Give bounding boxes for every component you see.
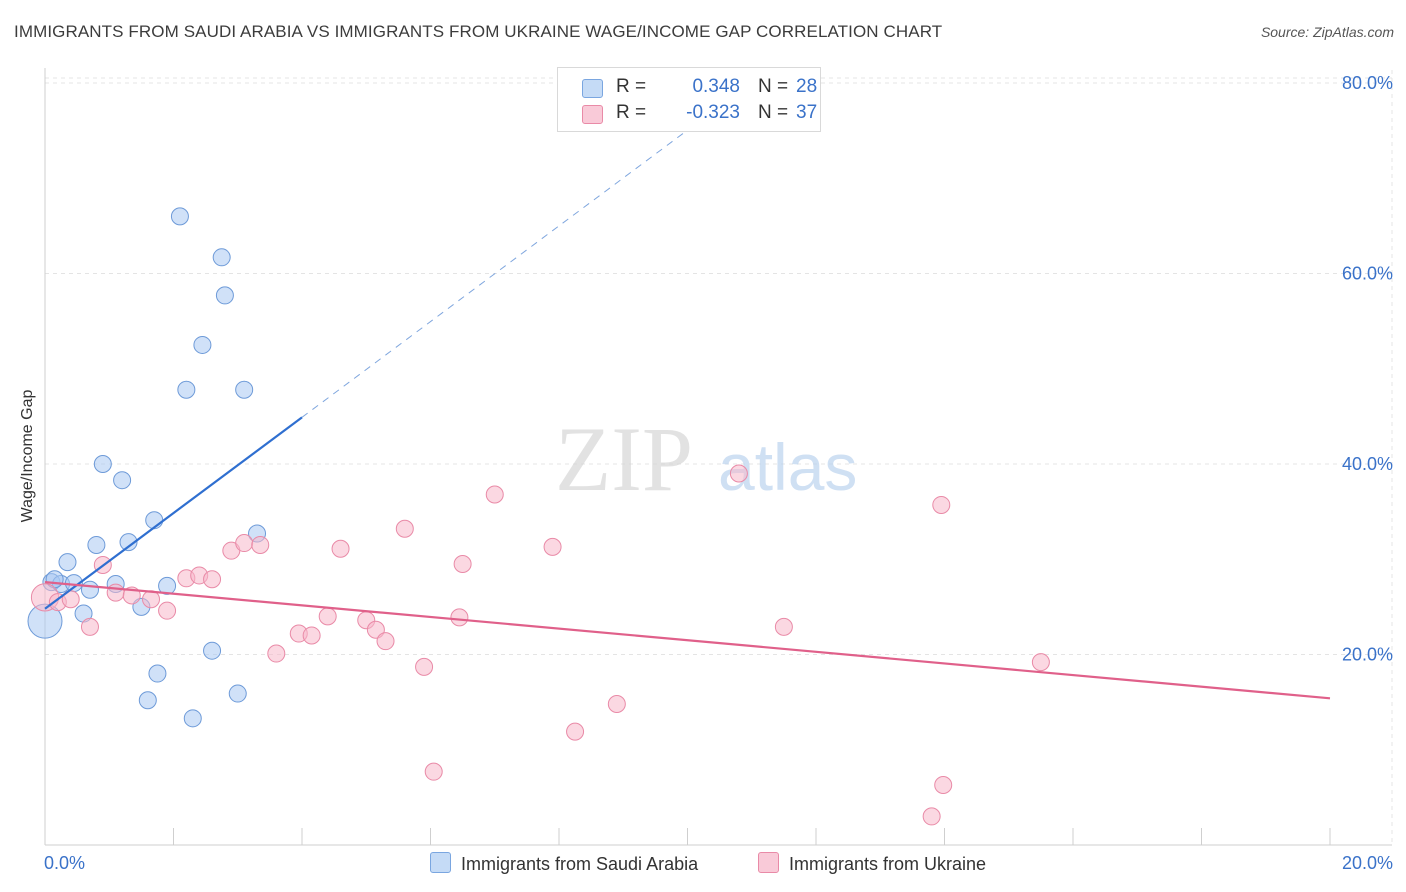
legend-n-value: 28	[796, 76, 818, 97]
data-point	[235, 534, 254, 553]
bottom-legend-swatch-saudi-arabia	[430, 852, 451, 873]
trend-lines	[44, 105, 1331, 700]
legend-n-label: N =	[758, 102, 789, 123]
legend-swatch-saudi-arabia	[582, 79, 603, 98]
y-axis-label: Wage/Income Gap	[19, 389, 36, 523]
trend-line-ukraine	[44, 581, 1331, 700]
series-saudi-arabia	[27, 207, 267, 728]
bottom-legend-label-saudi-arabia: Immigrants from Saudi Arabia	[461, 854, 699, 874]
data-point	[228, 684, 247, 703]
data-point	[267, 644, 286, 663]
data-point	[212, 248, 231, 267]
data-point	[934, 775, 953, 794]
grid-lines	[45, 70, 1393, 845]
data-point	[58, 553, 77, 572]
legend-r-value: 0.348	[692, 76, 740, 97]
data-point	[138, 691, 157, 710]
data-point	[235, 380, 254, 399]
data-point	[158, 576, 177, 595]
legend-n-value: 37	[796, 102, 818, 123]
legend-r-value: -0.323	[686, 102, 740, 123]
source-label: Source: ZipAtlas.com	[1260, 24, 1394, 40]
data-point	[415, 657, 434, 676]
data-point	[376, 632, 395, 651]
x-tick-label-max: 20.0%	[1342, 853, 1393, 873]
data-point	[729, 464, 748, 483]
data-point	[80, 580, 99, 599]
data-point	[774, 617, 793, 636]
tick-labels: 20.0% 40.0% 60.0% 80.0% 0.0% 20.0%	[44, 73, 1393, 873]
bottom-legend-swatch-ukraine	[758, 852, 779, 873]
legend-r-label: R =	[616, 76, 647, 97]
x-tick-label-min: 0.0%	[44, 853, 85, 873]
data-point	[215, 286, 234, 305]
bottom-legend-saudi-arabia: Immigrants from Saudi Arabia	[430, 852, 698, 875]
data-point	[203, 570, 222, 589]
data-point	[80, 617, 99, 636]
legend-swatch-ukraine	[582, 105, 603, 124]
data-point	[158, 601, 177, 620]
y-tick-label: 60.0%	[1342, 264, 1393, 284]
data-point	[93, 455, 112, 473]
trend-line-saudi-arabia	[44, 416, 303, 610]
data-point	[170, 207, 189, 226]
data-point	[566, 722, 585, 741]
watermark-zip: ZIP	[555, 408, 693, 510]
axes	[44, 68, 1392, 846]
data-point	[251, 535, 270, 554]
watermark: ZIP atlas	[555, 408, 857, 510]
trend-line-extension	[301, 105, 720, 418]
data-point	[485, 485, 504, 504]
correlation-legend: R = 0.348 N = 28 R = -0.323 N = 37	[557, 67, 821, 132]
data-point	[424, 762, 443, 781]
data-point	[395, 519, 414, 538]
data-point	[922, 807, 941, 826]
data-point	[203, 641, 222, 660]
data-point	[543, 537, 562, 556]
data-point	[113, 471, 132, 490]
data-point	[932, 495, 951, 514]
data-point	[87, 535, 106, 554]
data-point	[331, 539, 350, 558]
chart-title: IMMIGRANTS FROM SAUDI ARABIA VS IMMIGRAN…	[14, 22, 943, 41]
data-point	[318, 607, 337, 626]
data-point	[607, 695, 626, 714]
y-tick-label: 20.0%	[1342, 645, 1393, 665]
y-tick-label: 80.0%	[1342, 73, 1393, 93]
data-point	[148, 664, 167, 683]
legend-r-label: R =	[616, 102, 647, 123]
legend-n-label: N =	[758, 76, 789, 97]
bottom-legend-ukraine: Immigrants from Ukraine	[758, 852, 986, 875]
series-ukraine	[30, 464, 1050, 826]
data-point	[177, 380, 196, 399]
data-point	[106, 583, 125, 602]
data-point	[1031, 653, 1050, 672]
data-point	[302, 626, 321, 645]
y-tick-label: 40.0%	[1342, 454, 1393, 474]
data-point	[119, 533, 138, 552]
data-point	[453, 555, 472, 574]
series-layer	[27, 207, 1050, 826]
data-point	[193, 335, 212, 354]
bottom-legend-label-ukraine: Immigrants from Ukraine	[789, 854, 987, 874]
data-point	[450, 608, 469, 627]
data-point	[183, 709, 202, 728]
